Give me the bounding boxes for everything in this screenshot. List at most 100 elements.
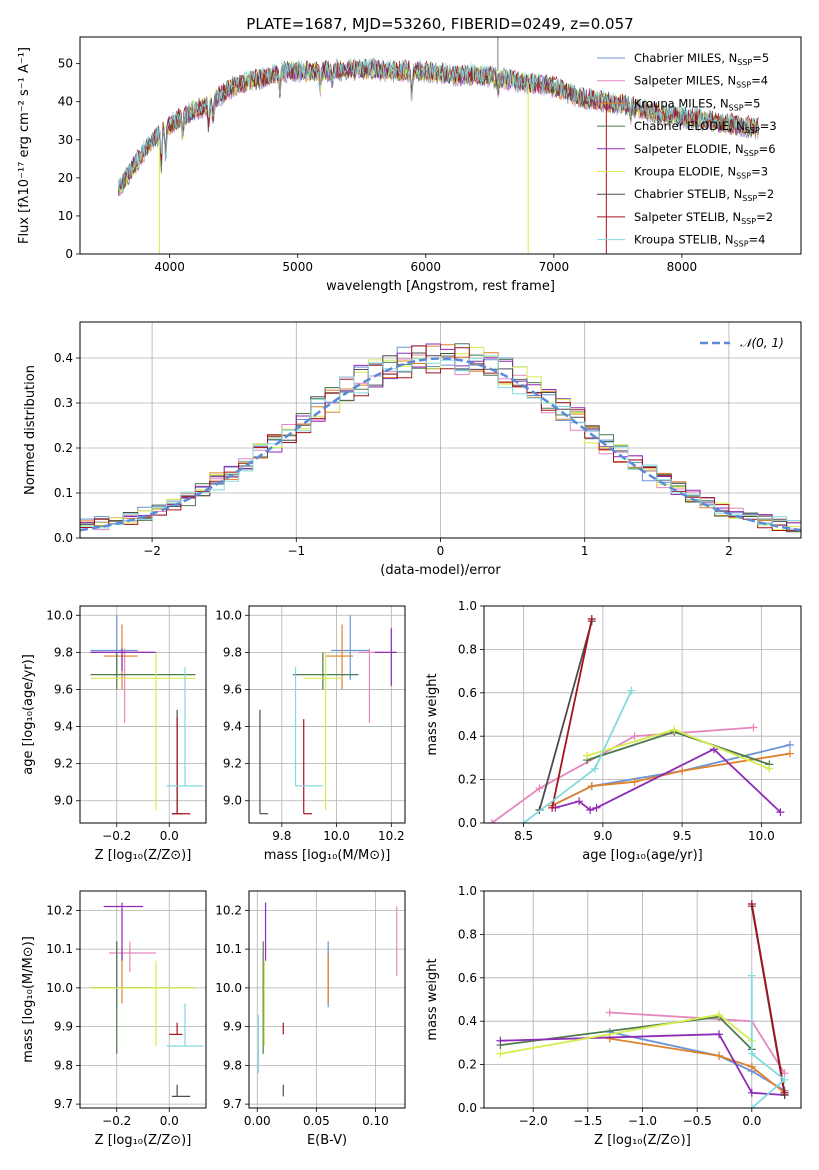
x-axis-label: E(B-V) — [307, 1133, 347, 1148]
x-axis-label: Z [log₁₀(Z/Z⊙)] — [95, 848, 192, 863]
x-tick-label: 0 — [437, 544, 445, 558]
weight-point-marker — [747, 900, 756, 909]
x-tick-label: 9.0 — [593, 829, 612, 843]
legend-label: Chabrier MILES, NSSP=5 — [634, 51, 769, 67]
legend-label: Chabrier STELIB, NSSP=2 — [634, 187, 774, 203]
x-tick-label: 0.0 — [742, 1114, 761, 1128]
axes-frame — [483, 890, 802, 1109]
weight-point-marker — [487, 819, 496, 823]
legend-label: Kroupa MILES, NSSP=5 — [634, 96, 760, 112]
y-tick-label: 10.0 — [215, 608, 242, 622]
x-tick-label: −2.0 — [519, 1114, 548, 1128]
x-tick-label: 8000 — [667, 260, 698, 274]
x-tick-label: 0.00 — [244, 1114, 271, 1128]
weight-point-marker — [630, 732, 639, 741]
legend-label: 𝒩(0, 1) — [740, 336, 784, 350]
y-tick-label: 0.2 — [458, 1058, 477, 1072]
weight-series-line — [538, 620, 593, 811]
weight-point-marker — [747, 1104, 756, 1108]
weight-point-marker — [765, 764, 774, 773]
y-tick-label: 10.2 — [215, 903, 242, 917]
y-tick-label: 10.1 — [46, 942, 73, 956]
weight-point-marker — [630, 777, 639, 786]
y-tick-label: 9.9 — [54, 1020, 73, 1034]
plot-area — [80, 343, 801, 538]
y-tick-label: 0.4 — [458, 1014, 477, 1028]
y-tick-label: 0.1 — [54, 486, 73, 500]
weight-point-marker — [670, 725, 679, 734]
weight-point-marker — [496, 1036, 505, 1045]
weight-series-line — [586, 728, 770, 770]
y-tick-label: 9.4 — [54, 720, 73, 734]
y-tick-label: 9.7 — [54, 1097, 73, 1111]
y-tick-label: 0.3 — [54, 396, 73, 410]
age-vs-metallicity-panel: −0.2 0.0 9.0 9.2 9.4 9.6 9.8 10.0 Z [log₁₀(Z/Z⊙)… — [21, 605, 207, 863]
y-tick-label: 0.0 — [458, 816, 477, 830]
y-tick-label: 0.4 — [54, 351, 73, 365]
legend-label: Kroupa STELIB, NSSP=4 — [634, 233, 765, 249]
weight-point-marker — [519, 819, 528, 823]
y-axis-label: Flux [fλ10⁻¹⁷ erg cm⁻² s⁻¹ A⁻¹] — [17, 47, 32, 244]
x-tick-label: 9.8 — [272, 829, 291, 843]
x-tick-label: 0.05 — [303, 1114, 330, 1128]
mass-vs-ebv-panel: 0.00 0.05 0.10 9.7 9.8 9.9 10.0 10.1 10.2 E(B-V) — [215, 890, 406, 1148]
legend-label: Salpeter ELODIE, NSSP=6 — [634, 142, 776, 158]
x-axis-label: age [log₁₀(age/yr)] — [582, 848, 703, 863]
weight-point-marker — [785, 749, 794, 758]
legend-label: Salpeter STELIB, NSSP=2 — [634, 210, 773, 226]
y-tick-label: 9.4 — [223, 720, 242, 734]
axes-frame — [79, 605, 207, 824]
y-tick-label: 20 — [58, 171, 73, 185]
y-tick-label: 10.0 — [46, 608, 73, 622]
y-tick-label: 10.1 — [215, 942, 242, 956]
weight-point-marker — [747, 1088, 756, 1097]
y-tick-label: 9.6 — [223, 682, 242, 696]
y-tick-label: 10.0 — [46, 981, 73, 995]
x-tick-label: −1 — [287, 544, 305, 558]
x-axis-label: mass [log₁₀(M/M⊙)] — [264, 848, 391, 863]
x-tick-label: 5000 — [282, 260, 313, 274]
plot-area — [90, 902, 204, 1097]
x-tick-label: 6000 — [410, 260, 441, 274]
x-tick-label: 9.5 — [673, 829, 692, 843]
y-axis-label: Normed distribution — [23, 365, 38, 495]
x-tick-label: 0.0 — [160, 1114, 179, 1128]
y-tick-label: 9.8 — [54, 1058, 73, 1072]
y-tick-label: 9.8 — [223, 1058, 242, 1072]
y-tick-label: 9.7 — [223, 1097, 242, 1111]
y-tick-label: 9.8 — [54, 645, 73, 659]
x-tick-label: −1.0 — [628, 1114, 657, 1128]
weight-point-marker — [747, 1049, 756, 1058]
plot-area — [118, 37, 759, 254]
x-tick-label: 1 — [581, 544, 589, 558]
spectrum-panel: 4000 5000 6000 7000 8000 0 10 20 30 40 50 wavelengt… — [17, 36, 802, 294]
y-tick-label: 9.6 — [54, 682, 73, 696]
x-tick-label: 10.0 — [748, 829, 775, 843]
y-tick-label: 10 — [58, 209, 73, 223]
weight-point-marker — [496, 1049, 505, 1058]
weight-point-marker — [605, 1034, 614, 1043]
weight-series-line — [500, 1015, 753, 1051]
x-axis-label: Z [log₁₀(Z/Z⊙)] — [95, 1133, 192, 1148]
weight-point-marker — [780, 1075, 789, 1084]
mass-weight-vs-age-panel: 8.5 9.0 9.5 10.0 0.0 0.2 0.4 0.6 0.8 1.0 age [log₁… — [425, 599, 802, 863]
y-tick-label: 10.0 — [215, 981, 242, 995]
y-tick-label: 9.2 — [223, 757, 242, 771]
weight-point-marker — [715, 1051, 724, 1060]
plot-area — [257, 902, 398, 1097]
histogram-series — [80, 345, 801, 538]
weight-point-marker — [627, 686, 636, 695]
weight-point-marker — [583, 751, 592, 760]
y-axis-label: mass [log₁₀(M/M⊙)] — [21, 936, 36, 1063]
x-tick-label: −0.2 — [102, 1114, 131, 1128]
y-tick-label: 9.8 — [223, 645, 242, 659]
plot-area — [90, 615, 204, 815]
y-tick-label: 10.2 — [46, 903, 73, 917]
weight-series-line — [491, 726, 754, 823]
y-tick-label: 0.2 — [54, 441, 73, 455]
x-tick-label: 8.5 — [514, 829, 533, 843]
weight-point-marker — [749, 723, 758, 732]
weight-point-marker — [592, 803, 601, 812]
x-tick-label: 10.2 — [378, 829, 405, 843]
y-tick-label: 0 — [65, 247, 73, 261]
